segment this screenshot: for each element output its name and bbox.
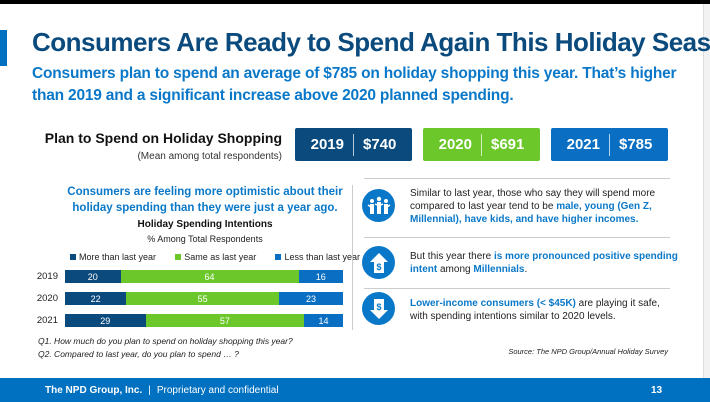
legend-label: Same as last year bbox=[184, 252, 257, 262]
divider bbox=[364, 178, 670, 179]
top-bar bbox=[0, 0, 710, 4]
plan-label: Plan to Spend on Holiday Shopping bbox=[44, 130, 282, 146]
bar-row-2020: 22 55 23 bbox=[65, 292, 343, 305]
legend-swatch bbox=[70, 254, 76, 260]
bar-segment: 16 bbox=[298, 270, 343, 283]
spend-box-2021: 2021 $785 bbox=[551, 128, 668, 161]
spend-year: 2021 bbox=[566, 136, 600, 153]
spend-box-2019: 2019 $740 bbox=[295, 128, 412, 161]
insight-2: But this year there is more pronounced p… bbox=[410, 250, 680, 276]
spend-value: $740 bbox=[363, 136, 397, 153]
insight-3: Lower-income consumers (< $45K) are play… bbox=[410, 297, 680, 323]
title-accent-bar bbox=[0, 30, 7, 66]
footer-company: The NPD Group, Inc. bbox=[45, 384, 143, 396]
dollar-down-arrow-icon: $ bbox=[362, 292, 395, 325]
slide-subtitle: Consumers plan to spend an average of $7… bbox=[32, 65, 677, 104]
legend-item: Less than last year bbox=[275, 252, 360, 262]
footer: The NPD Group, Inc. | Proprietary and co… bbox=[0, 378, 710, 402]
source-note: Source: The NPD Group/Annual Holiday Sur… bbox=[508, 347, 668, 356]
vertical-divider bbox=[352, 185, 353, 330]
question-2: Q2. Compared to last year, do you plan t… bbox=[38, 349, 239, 359]
insight-text: are playing it safe, with spending inten… bbox=[410, 298, 660, 322]
legend-item: Same as last year bbox=[175, 252, 256, 262]
insight-text: Similar to last year, those who say they… bbox=[410, 188, 656, 212]
bar-row-2021: 29 57 14 bbox=[65, 314, 343, 327]
legend-label: Less than last year bbox=[284, 252, 360, 262]
highlight-text: Millennials bbox=[473, 264, 525, 275]
plan-sublabel: (Mean among total respondents) bbox=[137, 151, 282, 162]
bar-segment: 14 bbox=[304, 314, 343, 327]
bar-segment: 22 bbox=[65, 292, 127, 305]
insight-text: But this year there bbox=[410, 251, 494, 262]
chart-headline: Consumers are feeling more optimistic ab… bbox=[67, 186, 343, 214]
right-edge-strip bbox=[703, 4, 710, 378]
bar-segment: 64 bbox=[120, 270, 299, 283]
spend-value: $785 bbox=[619, 136, 653, 153]
spend-year: 2019 bbox=[310, 136, 344, 153]
insight-text: among bbox=[437, 264, 474, 275]
bar-segment: 23 bbox=[279, 292, 343, 305]
spend-value: $691 bbox=[491, 136, 525, 153]
year-label: 2021 bbox=[36, 315, 58, 326]
bar-row-2019: 20 64 16 bbox=[65, 270, 343, 283]
bar-segment: 55 bbox=[126, 292, 280, 305]
spend-box-2020: 2020 $691 bbox=[423, 128, 540, 161]
chart-legend: More than last year Same as last year Less… bbox=[70, 252, 360, 262]
insight-text: . bbox=[524, 264, 528, 275]
highlight-text: Lower-income consumers (< $45K) bbox=[410, 298, 576, 309]
page-number: 13 bbox=[651, 384, 663, 396]
svg-text:$: $ bbox=[376, 262, 381, 272]
divider bbox=[364, 237, 670, 238]
highlight-text: male, young (Gen Z, Millennial), have ki… bbox=[410, 201, 652, 225]
footer-separator: | bbox=[148, 384, 151, 396]
legend-swatch bbox=[275, 254, 282, 260]
legend-label: More than last year bbox=[79, 252, 157, 262]
svg-text:$: $ bbox=[376, 302, 381, 312]
family-icon bbox=[362, 189, 395, 222]
highlight-text: is more pronounced positive spending int… bbox=[410, 251, 678, 275]
bar-segment: 29 bbox=[65, 314, 146, 327]
legend-item: More than last year bbox=[70, 252, 156, 262]
bar-segment: 20 bbox=[65, 270, 121, 283]
bar-segment: 57 bbox=[145, 314, 305, 327]
dollar-up-arrow-icon: $ bbox=[362, 246, 395, 279]
footer-note: Proprietary and confidential bbox=[156, 384, 279, 396]
spend-year: 2020 bbox=[438, 136, 472, 153]
insight-1: Similar to last year, those who say they… bbox=[410, 187, 680, 226]
legend-swatch bbox=[175, 254, 182, 260]
year-label: 2020 bbox=[36, 293, 58, 304]
question-1: Q1. How much do you plan to spend on hol… bbox=[38, 336, 293, 346]
chart-title: Holiday Spending Intentions bbox=[137, 219, 273, 230]
year-label: 2019 bbox=[36, 271, 58, 282]
slide-title: Consumers Are Ready to Spend Again This … bbox=[32, 27, 710, 57]
chart-subtitle: % Among Total Respondents bbox=[147, 234, 263, 244]
divider bbox=[364, 288, 670, 289]
